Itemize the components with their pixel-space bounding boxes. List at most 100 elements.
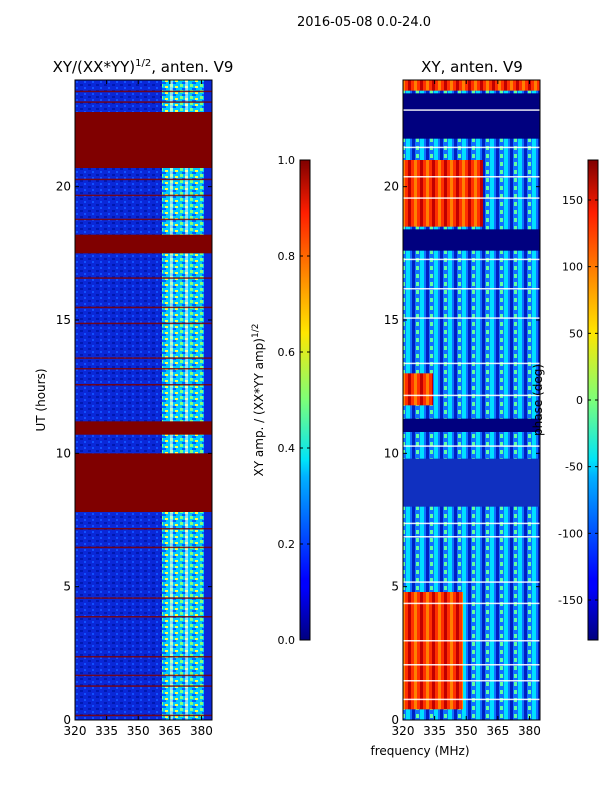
amplitude-flag-line	[75, 322, 212, 325]
amplitude-flag-line	[75, 685, 212, 687]
phase-cbtick-label: 150	[562, 194, 583, 207]
amplitude-xtick-label: 320	[64, 724, 87, 738]
phase-flag-line	[403, 146, 540, 149]
phase-cbtick-label: -150	[558, 594, 583, 607]
phase-flagged-band	[403, 229, 540, 251]
phase-flag-line	[403, 664, 540, 666]
amplitude-flag-line	[75, 194, 212, 197]
phase-heatmap	[403, 80, 540, 720]
phase-xtick-label: 365	[486, 724, 509, 738]
amplitude-ytick-label: 20	[56, 180, 71, 194]
amplitude-cbtick-label: 0.6	[278, 346, 296, 359]
phase-cbtick-label: 50	[569, 327, 583, 340]
phase-flag-line	[403, 680, 540, 682]
phase-colorbar: -150 -100 -50 0 50 100 150 phase (deg)	[531, 159, 599, 641]
amplitude-colorbar-label: XY amp. / (XX*YY amp)1/2	[251, 324, 266, 477]
amplitude-plot-frame	[74, 79, 213, 721]
phase-flagged-band	[403, 93, 540, 139]
phase-ytick-label: 10	[384, 446, 399, 460]
phase-flag-line	[403, 109, 540, 111]
amplitude-x-ticks: 320 335 350 365 380	[64, 80, 213, 738]
amplitude-panel: XY/(XX*YY)1/2, anten. V9 UT (hours) 0 5 10…	[34, 58, 233, 738]
phase-flag-line	[403, 258, 540, 261]
frequency-axis-label: frequency (MHz)	[370, 744, 469, 758]
amplitude-flag-line	[75, 528, 212, 530]
phase-plot-frame	[402, 79, 541, 721]
amplitude-saturated-band	[75, 234, 212, 254]
figure-date-range: 2016-05-08 0.0-24.0	[297, 15, 431, 30]
phase-xtick-label: 335	[423, 724, 446, 738]
amplitude-flag-line	[75, 90, 212, 93]
phase-cbtick-label: -100	[558, 527, 583, 540]
phase-ytick-label: 0	[391, 713, 399, 727]
amplitude-saturated-band	[75, 146, 212, 168]
phase-red-region	[403, 80, 540, 91]
amplitude-flag-line	[75, 714, 212, 717]
amplitude-xtick-label: 350	[127, 724, 150, 738]
amplitude-xtick-label: 380	[190, 724, 213, 738]
phase-red-region	[403, 592, 463, 710]
amplitude-flag-line	[75, 277, 212, 279]
amplitude-flag-line	[75, 616, 212, 618]
amplitude-saturated-band	[75, 453, 212, 512]
phase-flag-line	[403, 445, 540, 447]
amplitude-xtick-label: 365	[158, 724, 181, 738]
phase-flagged-band	[403, 458, 540, 507]
phase-flag-line	[403, 698, 540, 701]
amplitude-flag-line	[75, 656, 212, 658]
phase-flag-line	[403, 602, 540, 605]
phase-flag-line	[403, 394, 540, 397]
amplitude-cbtick-label: 1.0	[278, 154, 296, 167]
amplitude-flag-line	[75, 546, 212, 549]
amplitude-cbtick-label: 0.0	[278, 634, 296, 647]
amplitude-cbtick-label: 0.4	[278, 442, 296, 455]
phase-cbtick-label: 100	[562, 261, 583, 274]
amplitude-flag-line	[75, 357, 212, 359]
phase-colorbar-label: phase (deg)	[531, 364, 545, 436]
amplitude-flag-line	[75, 384, 212, 386]
amplitude-colorbar-gradient	[299, 159, 311, 641]
phase-flagged-band	[403, 418, 540, 432]
amplitude-flag-line	[75, 597, 212, 599]
amplitude-flag-line	[75, 306, 212, 309]
amplitude-ytick-label: 5	[63, 580, 71, 594]
phase-ytick-label: 5	[391, 580, 399, 594]
phase-xtick-label: 380	[518, 724, 541, 738]
phase-flag-line	[403, 362, 540, 365]
amplitude-flag-line	[75, 218, 212, 221]
amplitude-ytick-label: 10	[56, 446, 71, 460]
phase-cbtick-label: -50	[565, 461, 583, 474]
amplitude-heatmap	[75, 80, 212, 720]
amplitude-ytick-label: 0	[63, 713, 71, 727]
amplitude-flag-line	[75, 368, 212, 370]
amplitude-saturated-band	[75, 421, 212, 435]
phase-flag-line	[403, 522, 540, 525]
phase-xtick-label: 350	[455, 724, 478, 738]
phase-flag-line	[403, 176, 540, 178]
amplitude-xtick-label: 335	[95, 724, 118, 738]
phase-flag-line	[403, 581, 540, 583]
phase-panel: XY, anten. V9 0 5 10 15 20 320 335 350 365 380 f…	[370, 58, 540, 758]
amplitude-y-ticks: 0 5 10 15 20	[56, 180, 212, 727]
phase-cbtick-label: 0	[576, 394, 583, 407]
phase-ytick-label: 15	[384, 313, 399, 327]
phase-y-ticks: 0 5 10 15 20	[384, 180, 540, 727]
phase-flag-line	[403, 317, 540, 319]
amplitude-flag-line	[75, 674, 212, 677]
phase-panel-title: XY, anten. V9	[421, 58, 523, 76]
amplitude-panel-title: XY/(XX*YY)1/2, anten. V9	[53, 58, 234, 76]
amplitude-colorbar-ticks: 0.0 0.2 0.4 0.6 0.8 1.0	[278, 154, 310, 647]
phase-red-region	[403, 373, 433, 406]
amplitude-cbtick-label: 0.2	[278, 538, 296, 551]
phase-flag-line	[403, 640, 540, 642]
amplitude-flag-line	[75, 101, 212, 103]
amplitude-y-axis-label: UT (hours)	[34, 368, 48, 431]
phase-flag-line	[403, 197, 540, 199]
amplitude-flag-line	[75, 178, 212, 181]
phase-xtick-label: 320	[392, 724, 415, 738]
phase-ytick-label: 20	[384, 180, 399, 194]
amplitude-cbtick-label: 0.8	[278, 250, 296, 263]
phase-flag-line	[403, 288, 540, 290]
phase-red-region	[403, 160, 483, 227]
